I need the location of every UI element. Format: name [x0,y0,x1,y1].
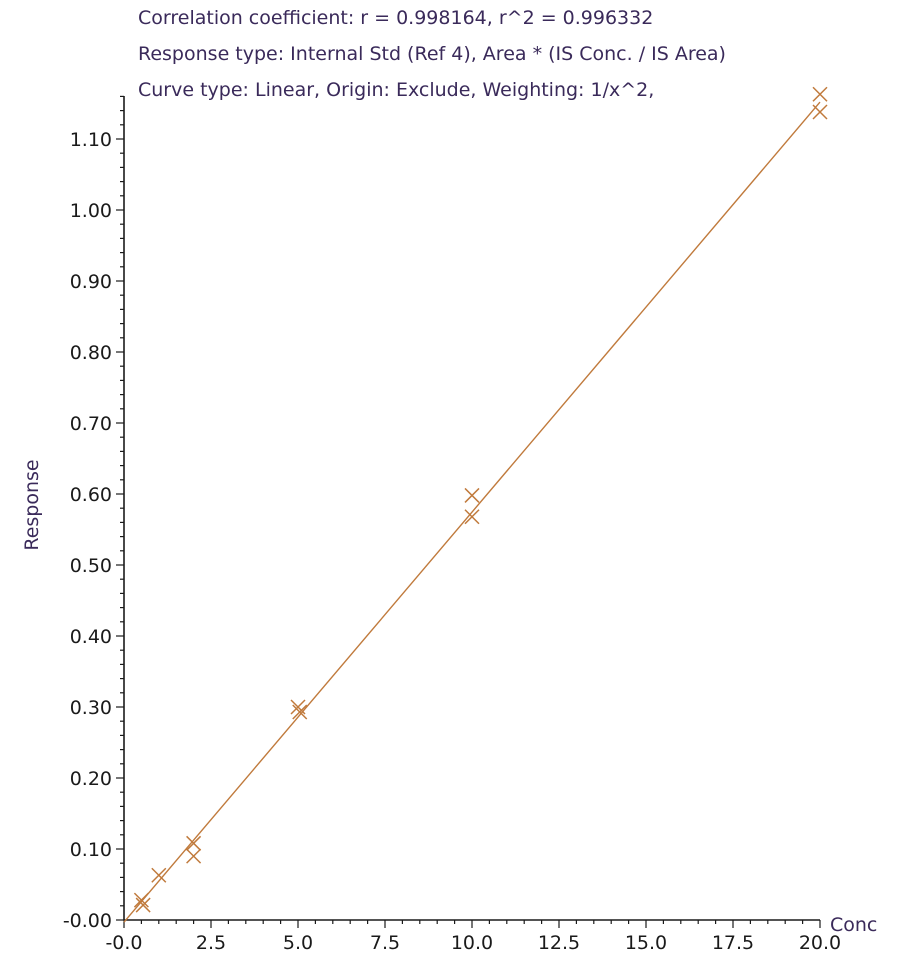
y-tick-label: -0.00 [63,910,112,932]
data-point [812,104,828,120]
y-tick-label: 1.00 [70,200,112,222]
x-tick-label: 5.0 [283,932,313,954]
chart-header: Correlation coefficient: r = 0.998164, r… [138,0,898,108]
data-point [292,704,308,720]
x-tick-label: 17.5 [712,932,754,954]
fit-line [123,101,821,923]
x-tick-label: 10.0 [451,932,493,954]
response-type-text: Response type: Internal Std (Ref 4), Are… [138,43,726,65]
data-point [186,835,202,851]
x-tick-label: 12.5 [538,932,580,954]
y-tick-label: 0.20 [70,768,112,790]
x-tick-label: 2.5 [196,932,226,954]
data-point [464,487,480,503]
data-point [464,509,480,525]
data-points [133,86,828,913]
y-tick-label: 0.10 [70,839,112,861]
data-point [186,848,202,864]
x-axis-label: Conc [830,914,877,936]
correlation-text: Correlation coefficient: r = 0.998164, r… [138,7,654,29]
fit-line-group [123,101,821,923]
y-tick-label: 0.90 [70,271,112,293]
y-tick-label: 0.70 [70,413,112,435]
y-tick-label: 1.10 [70,129,112,151]
y-tick-label: 0.60 [70,484,112,506]
data-point [151,867,167,883]
data-point [133,892,149,908]
y-tick-label: 0.80 [70,342,112,364]
x-tick-label: 20.0 [799,932,841,954]
data-point [812,86,828,102]
y-tick-label: 0.50 [70,555,112,577]
data-point [135,897,151,913]
data-point [290,699,306,715]
x-tick-label: -0.0 [105,932,142,954]
x-tick-label: 15.0 [625,932,667,954]
axes: -0.00 0.10 0.20 0.30 0.40 0.50 0.60 0.70 0.80 0.9… [63,95,841,954]
curve-type-text: Curve type: Linear, Origin: Exclude, Wei… [138,79,655,101]
y-tick-label: 0.30 [70,697,112,719]
x-tick-label: 7.5 [370,932,400,954]
y-tick-label: 0.40 [70,626,112,648]
y-axis-label: Response [21,459,43,550]
